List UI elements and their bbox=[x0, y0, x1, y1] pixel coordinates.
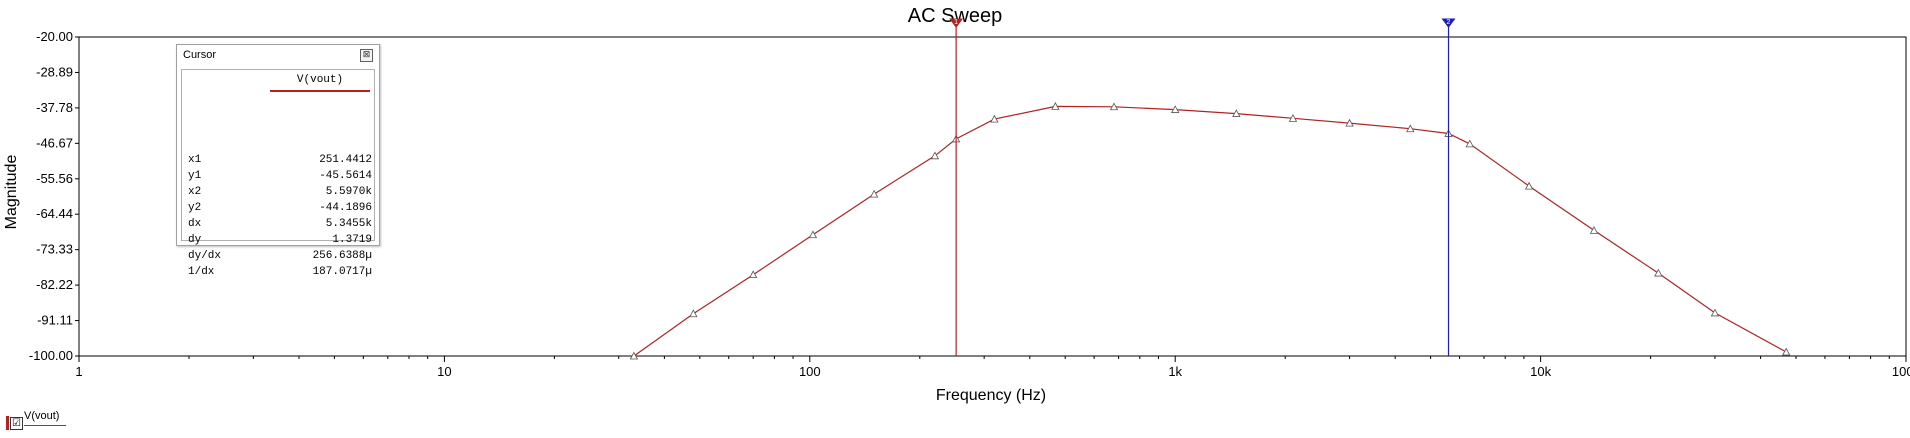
data-point-marker bbox=[1051, 102, 1060, 110]
cursor-row: 1/dx 187.0717µ bbox=[186, 265, 372, 281]
data-point-marker bbox=[1288, 114, 1298, 122]
y-tick-label: -37.78 bbox=[36, 100, 73, 115]
data-point-marker bbox=[1465, 139, 1474, 148]
data-point-marker bbox=[990, 114, 999, 123]
cursor-panel[interactable]: Cursor ⊠ V(vout) x1 251.4412 y1 -45.5614 x2 5… bbox=[176, 44, 380, 278]
series-layer bbox=[629, 102, 1791, 360]
legend-checkbox[interactable]: ☑ bbox=[10, 417, 23, 430]
y-tick-label: -82.22 bbox=[36, 277, 73, 292]
x-tick-label: 1 bbox=[75, 364, 82, 379]
cursor-1-handle-label: 1 bbox=[954, 19, 958, 26]
cursor-row: dy/dx 256.6388µ bbox=[186, 249, 372, 265]
legend-series-label: V(vout) bbox=[24, 410, 60, 422]
cursor-row-label: y2 bbox=[188, 202, 202, 214]
data-point-marker bbox=[1406, 124, 1415, 133]
cursor-row: y1 -45.5614 bbox=[186, 169, 372, 185]
axes bbox=[78, 36, 1907, 357]
cursor-rows: x1 251.4412 y1 -45.5614 x2 5.5970k y2 -44.1896 d… bbox=[186, 153, 372, 281]
data-point-marker bbox=[1232, 109, 1241, 117]
y-tick-label: -28.89 bbox=[36, 64, 73, 79]
y-tick-label: -91.11 bbox=[37, 313, 73, 328]
cursor-row: x1 251.4412 bbox=[186, 153, 372, 169]
cursor-1-handle[interactable] bbox=[949, 18, 964, 28]
data-point-marker bbox=[1654, 268, 1663, 277]
data-point-marker bbox=[1171, 105, 1180, 113]
legend[interactable]: ☑ V(vout) bbox=[4, 408, 84, 434]
cursor-row-value: 1.3719 bbox=[332, 234, 372, 246]
cursor-column-color-line bbox=[270, 90, 370, 92]
cursor-row: x2 5.5970k bbox=[186, 185, 372, 201]
cursor-row: dy 1.3719 bbox=[186, 233, 372, 249]
cursor-row-value: 5.5970k bbox=[325, 186, 372, 198]
y-tick-label: -64.44 bbox=[36, 206, 73, 221]
cursor-row-value: 5.3455k bbox=[325, 218, 372, 230]
cursor-row-value: -44.1896 bbox=[319, 202, 372, 214]
data-point-marker bbox=[1710, 308, 1720, 317]
cursor-row-label: dx bbox=[188, 218, 202, 230]
x-tick-label: 1k bbox=[1168, 364, 1182, 379]
data-point-marker bbox=[1524, 181, 1534, 190]
data-point-marker bbox=[1782, 347, 1791, 356]
cursor-row-label: 1/dx bbox=[188, 266, 215, 278]
cursor-row-value: 187.0717µ bbox=[312, 266, 372, 278]
y-tick-label: -100.00 bbox=[29, 348, 73, 363]
data-point-marker bbox=[1589, 226, 1599, 234]
x-tick-label: 100 bbox=[799, 364, 821, 379]
series-line-vout bbox=[633, 105, 1787, 356]
cursor-row-label: x1 bbox=[188, 154, 202, 166]
cursor-row: dx 5.3455k bbox=[186, 217, 372, 233]
x-tick-label: 10 bbox=[437, 364, 451, 379]
data-point-marker bbox=[808, 230, 818, 239]
x-tick-label: 100k bbox=[1892, 364, 1910, 379]
y-tick-label: -20.00 bbox=[36, 29, 73, 44]
cursor-row-value: 256.6388µ bbox=[312, 250, 372, 262]
plot-frame bbox=[78, 36, 1907, 357]
data-point-marker bbox=[1345, 118, 1354, 127]
cursor-row-label: y1 bbox=[188, 170, 202, 182]
ticks: -20.00 -28.89 -37.78 -46.67 -55.56 -64.44 -73.… bbox=[29, 29, 1910, 379]
close-icon[interactable]: ⊠ bbox=[360, 49, 373, 62]
y-axis-label: Magnitude bbox=[3, 155, 20, 230]
cursor-column-header: V(vout) bbox=[296, 74, 344, 86]
data-point-marker bbox=[869, 189, 879, 198]
data-point-marker bbox=[1109, 102, 1119, 111]
cursor-table: V(vout) x1 251.4412 y1 -45.5614 x2 5.5970k y2 -… bbox=[181, 69, 375, 278]
cursor-2-handle[interactable] bbox=[1441, 18, 1456, 28]
cursor-row-value: -45.5614 bbox=[319, 170, 372, 182]
cursor-2-handle-label: 2 bbox=[1447, 19, 1451, 26]
cursor-panel-title: Cursor bbox=[183, 49, 217, 61]
legend-color-marker bbox=[6, 416, 9, 430]
legend-line-sample bbox=[24, 425, 66, 426]
data-point-marker bbox=[689, 309, 698, 318]
y-tick-label: -55.56 bbox=[36, 171, 73, 186]
cursor-row-value: 251.4412 bbox=[319, 154, 372, 166]
cursor-row: y2 -44.1896 bbox=[186, 201, 372, 217]
y-tick-label: -73.33 bbox=[36, 242, 73, 257]
cursor-row-label: x2 bbox=[188, 186, 202, 198]
data-point-marker bbox=[749, 270, 758, 279]
cursor-row-label: dy/dx bbox=[188, 250, 222, 262]
data-point-marker bbox=[629, 351, 639, 360]
chart-title: AC Sweep bbox=[908, 5, 1003, 27]
data-point-marker bbox=[930, 151, 940, 160]
y-tick-label: -46.67 bbox=[36, 135, 73, 150]
cursor-row-label: dy bbox=[188, 234, 202, 246]
x-tick-label: 10k bbox=[1530, 364, 1551, 379]
x-axis-label: Frequency (Hz) bbox=[936, 387, 1046, 404]
